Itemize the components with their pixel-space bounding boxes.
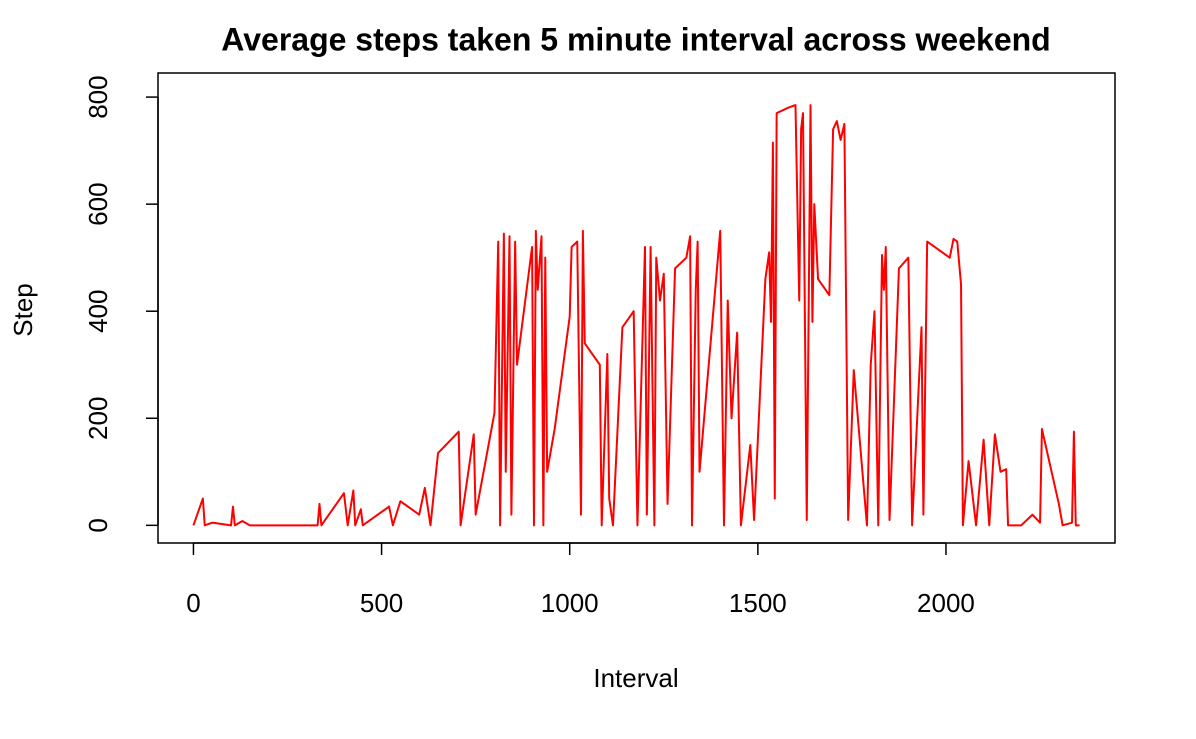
data-line [192, 104, 1080, 527]
x-tick-label: 0 [186, 588, 200, 618]
x-tick-label: 2000 [917, 588, 975, 618]
y-tick-label: 600 [83, 182, 113, 225]
y-tick-label: 0 [83, 518, 113, 532]
x-axis-label: Interval [593, 663, 678, 693]
y-tick-label: 800 [83, 75, 113, 118]
x-tick-label: 1500 [729, 588, 787, 618]
chart-title: Average steps taken 5 minute interval ac… [221, 21, 1050, 57]
y-axis-label: Step [8, 283, 38, 337]
x-tick-label: 1000 [541, 588, 599, 618]
y-tick-label: 400 [83, 290, 113, 333]
x-tick-label: 500 [360, 588, 403, 618]
y-tick-label: 200 [83, 397, 113, 440]
